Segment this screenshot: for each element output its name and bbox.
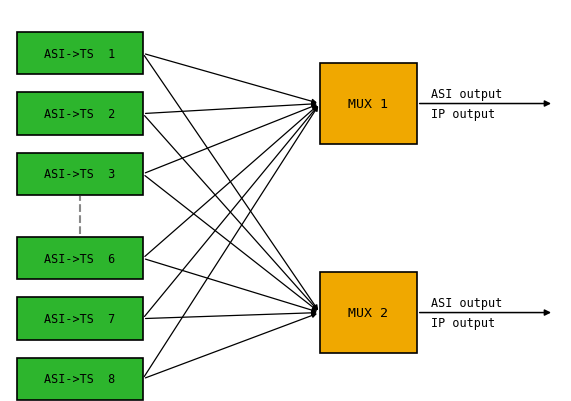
Text: IP output: IP output xyxy=(431,316,495,329)
Text: ASI->TS  6: ASI->TS 6 xyxy=(45,252,115,265)
Text: IP output: IP output xyxy=(431,108,495,121)
Text: ASI->TS  8: ASI->TS 8 xyxy=(45,373,115,385)
FancyBboxPatch shape xyxy=(17,93,143,136)
Text: ASI output: ASI output xyxy=(431,296,502,309)
Text: MUX 1: MUX 1 xyxy=(348,98,388,111)
Text: ASI->TS  2: ASI->TS 2 xyxy=(45,108,115,121)
FancyBboxPatch shape xyxy=(17,298,143,340)
FancyBboxPatch shape xyxy=(17,33,143,75)
Text: ASI output: ASI output xyxy=(431,88,502,101)
FancyBboxPatch shape xyxy=(320,273,417,353)
Text: ASI->TS  1: ASI->TS 1 xyxy=(45,48,115,61)
Text: ASI->TS  3: ASI->TS 3 xyxy=(45,168,115,181)
Text: MUX 2: MUX 2 xyxy=(348,306,388,319)
FancyBboxPatch shape xyxy=(17,358,143,400)
FancyBboxPatch shape xyxy=(320,64,417,144)
FancyBboxPatch shape xyxy=(17,154,143,196)
Text: ASI->TS  7: ASI->TS 7 xyxy=(45,312,115,325)
FancyBboxPatch shape xyxy=(17,237,143,280)
